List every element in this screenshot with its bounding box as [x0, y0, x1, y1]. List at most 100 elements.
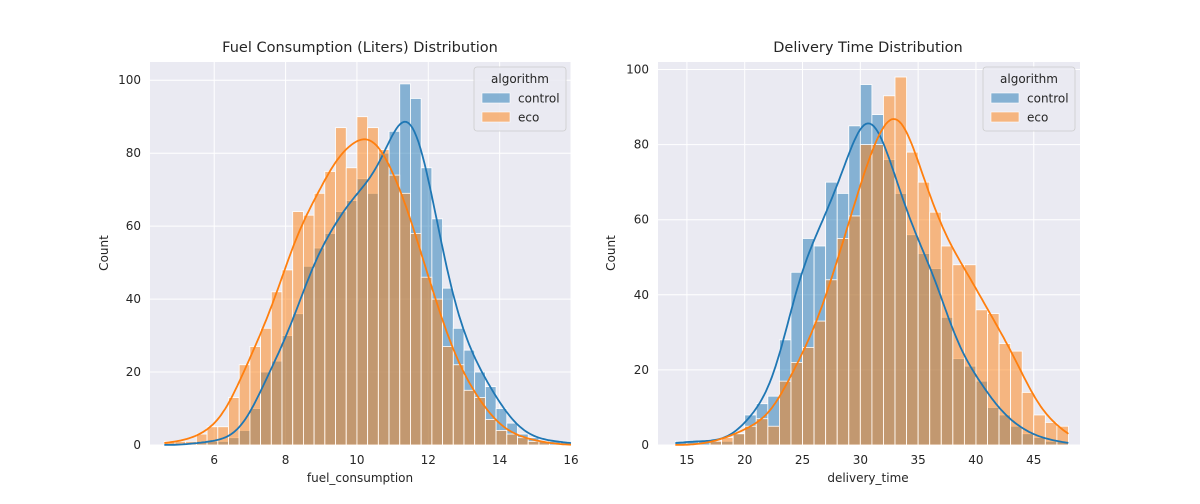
delivery-y-tick-label: 40	[634, 288, 649, 302]
fuel-bar-eco	[270, 291, 283, 446]
fuel-bar-eco	[495, 430, 508, 446]
fuel-y-axis-label: Count	[97, 235, 111, 271]
delivery-legend-label-control: control	[1027, 92, 1069, 106]
fuel-bar-eco	[484, 419, 497, 446]
delivery-bar-eco	[952, 264, 965, 446]
delivery-kde-line-control	[675, 122, 1069, 444]
delivery-x-tick-label: 35	[910, 453, 925, 467]
fuel-bar-eco	[228, 397, 240, 446]
delivery-bar-eco	[859, 144, 873, 446]
delivery-bar-eco	[802, 346, 815, 446]
delivery-bar-eco	[917, 181, 931, 446]
delivery-y-tick-label: 0	[641, 438, 649, 452]
delivery-x-axis-label: delivery_time	[827, 471, 908, 485]
delivery-kde-line-eco	[675, 118, 1069, 446]
delivery-bar-eco	[940, 245, 954, 446]
delivery-x-tick-label: 40	[968, 453, 983, 467]
fuel-x-tick-label: 12	[421, 453, 436, 467]
delivery-x-tick-label: 30	[853, 453, 868, 467]
fuel-y-tick-label: 60	[126, 219, 141, 233]
fuel-bar-eco	[313, 192, 326, 446]
fuel-legend-swatch-eco	[481, 111, 511, 123]
delivery-y-axis-label: Count	[604, 235, 618, 271]
fuel-y-tick-label: 100	[118, 73, 141, 87]
fuel-x-tick-label: 16	[563, 453, 578, 467]
fuel-x-tick-label: 10	[349, 453, 364, 467]
fuel-legend-title: algorithm	[491, 72, 549, 86]
fuel-legend-swatch-control	[481, 92, 511, 104]
delivery-y-tick-label: 60	[634, 213, 649, 227]
delivery-y-tick-label: 100	[626, 63, 649, 77]
delivery-bar-eco	[825, 279, 838, 446]
fuel-bar-eco	[292, 211, 304, 446]
delivery-bar-eco	[1033, 414, 1046, 446]
delivery-bar-eco	[963, 264, 977, 446]
fuel-bar-eco	[324, 171, 336, 446]
fuel-bar-eco	[420, 276, 433, 446]
fuel-bar-eco	[303, 214, 315, 446]
fuel-y-tick-label: 40	[126, 292, 141, 306]
fuel-y-tick-label: 80	[126, 146, 141, 160]
delivery-x-tick-label: 20	[737, 453, 752, 467]
fuel-x-tick-label: 8	[282, 453, 290, 467]
delivery-legend: algorithm control eco	[982, 66, 1076, 132]
delivery-bar-eco	[871, 144, 884, 446]
fuel-bar-eco	[463, 389, 476, 446]
fuel-bar-eco	[281, 269, 294, 446]
fuel-bar-eco	[506, 433, 518, 446]
fuel-legend-label-eco: eco	[518, 111, 539, 125]
delivery-x-tick-label: 45	[1026, 453, 1041, 467]
fuel-bar-eco	[431, 298, 443, 446]
delivery-legend-label-eco: eco	[1027, 111, 1048, 125]
delivery-legend-title: algorithm	[1000, 72, 1058, 86]
delivery-y-tick-label: 20	[634, 363, 649, 377]
delivery-bar-eco	[836, 238, 850, 446]
fuel-bar-eco	[388, 174, 401, 446]
delivery-bar-eco	[813, 320, 827, 446]
delivery-bar-eco	[1021, 392, 1035, 446]
fuel-legend-label-control: control	[518, 92, 560, 106]
fuel-bar-eco	[335, 127, 347, 446]
fuel-bar-eco	[442, 346, 454, 446]
delivery-x-tick-label: 15	[679, 453, 694, 467]
fuel-bar-eco	[399, 192, 411, 446]
fuel-x-tick-label: 6	[210, 453, 218, 467]
delivery-time-panel: 15 20 25 30 35 40 45 0 20 40 60 80 100 algorithm contr…	[604, 40, 1080, 485]
delivery-bar-eco	[755, 418, 769, 446]
delivery-bar-eco	[790, 361, 803, 446]
delivery-bar-eco	[778, 380, 792, 446]
delivery-bar-eco	[1056, 425, 1069, 446]
delivery-bar-eco	[1044, 422, 1058, 446]
delivery-bar-eco	[987, 313, 1000, 446]
delivery-legend-swatch-eco	[990, 111, 1020, 123]
delivery-bar-eco	[848, 215, 861, 446]
fuel-kde-line-control	[164, 120, 572, 446]
delivery-bar-eco	[767, 425, 780, 446]
delivery-bar-eco	[732, 433, 746, 446]
delivery-bar-eco	[894, 76, 907, 446]
delivery-bar-eco	[1010, 350, 1023, 446]
fuel-x-tick-label: 14	[492, 453, 507, 467]
fuel-legend: algorithm control eco	[473, 66, 567, 132]
fuel-bar-eco	[410, 233, 422, 446]
delivery-legend-swatch-control	[990, 92, 1020, 104]
delivery-x-tick-label: 25	[795, 453, 810, 467]
delivery-bar-eco	[906, 151, 919, 446]
fuel-y-tick-label: 20	[126, 365, 141, 379]
delivery-bar-eco	[929, 211, 942, 446]
fuel-bar-eco	[356, 116, 369, 446]
fuel-kde-line-eco	[164, 138, 572, 446]
delivery-chart-title: Delivery Time Distribution	[773, 40, 962, 56]
fuel-y-tick-label: 0	[133, 438, 141, 452]
fuel-bar-eco	[527, 440, 540, 446]
fuel-x-axis-label: fuel_consumption	[307, 471, 413, 485]
delivery-bar-eco	[998, 343, 1012, 446]
fuel-bar-eco	[367, 127, 379, 446]
fuel-bar-eco	[345, 167, 358, 446]
fuel-consumption-panel: 6 8 10 12 14 16 0 20 40 60 80 100 algorithm control ec…	[97, 40, 579, 485]
fuel-bar-eco	[452, 364, 465, 446]
fuel-bar-eco	[377, 149, 390, 446]
fuel-chart-title: Fuel Consumption (Liters) Distribution	[222, 40, 498, 56]
